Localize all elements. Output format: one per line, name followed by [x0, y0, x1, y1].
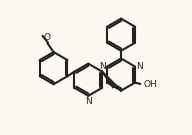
Text: N: N	[99, 62, 106, 71]
Text: N: N	[85, 97, 92, 106]
Text: O: O	[44, 33, 51, 42]
Text: N: N	[136, 62, 143, 71]
Text: OH: OH	[143, 80, 157, 89]
